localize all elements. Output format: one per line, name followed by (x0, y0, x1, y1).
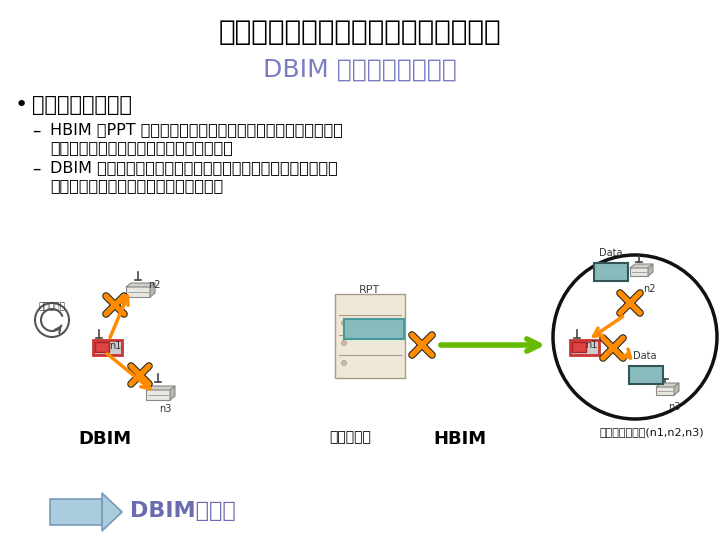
Circle shape (341, 341, 346, 346)
Polygon shape (102, 493, 122, 531)
Text: n1: n1 (109, 341, 121, 351)
Polygon shape (656, 383, 679, 387)
FancyBboxPatch shape (92, 340, 122, 354)
Circle shape (341, 361, 346, 366)
Text: 参考ご意見と論文修正箇所について２: 参考ご意見と論文修正箇所について２ (219, 18, 501, 46)
Text: ケットロスが生じても推論の継続は可能: ケットロスが生じても推論の継続は可能 (50, 178, 223, 193)
FancyBboxPatch shape (630, 267, 648, 276)
FancyBboxPatch shape (656, 386, 674, 395)
Text: –: – (32, 122, 40, 140)
Polygon shape (648, 264, 653, 276)
FancyBboxPatch shape (594, 263, 628, 281)
Polygon shape (150, 283, 155, 297)
Text: DBIM との比較について: DBIM との比較について (263, 58, 457, 82)
Text: パケットロス耐性: パケットロス耐性 (32, 95, 132, 115)
Text: n1,n2,n3: n1,n2,n3 (348, 322, 400, 335)
Text: n3: n3 (159, 404, 171, 414)
Text: DBIM: DBIM (78, 430, 132, 448)
FancyBboxPatch shape (344, 319, 404, 339)
FancyBboxPatch shape (629, 366, 663, 384)
Text: n2: n2 (148, 280, 161, 290)
Polygon shape (170, 386, 175, 400)
Text: 基幹サーバ: 基幹サーバ (329, 430, 371, 444)
Text: n3: n3 (639, 370, 653, 380)
Text: –: – (32, 160, 40, 178)
Text: n3: n3 (668, 402, 680, 412)
FancyBboxPatch shape (572, 342, 586, 352)
Text: n1: n1 (585, 340, 598, 350)
Text: RPT: RPT (359, 285, 381, 295)
Text: DBIMが優位: DBIMが優位 (130, 501, 235, 521)
Text: HBIM: HBIM (433, 430, 487, 448)
Text: Data: Data (599, 248, 623, 258)
Polygon shape (126, 283, 155, 287)
FancyBboxPatch shape (126, 286, 150, 297)
FancyBboxPatch shape (95, 342, 109, 352)
Text: ノードグループ(n1,n2,n3): ノードグループ(n1,n2,n3) (600, 427, 704, 437)
Text: •: • (15, 95, 28, 115)
FancyBboxPatch shape (335, 294, 405, 378)
Text: DBIM は、センサノード内でベイズ推論の計算を行うため、パ: DBIM は、センサノード内でベイズ推論の計算を行うため、パ (50, 160, 338, 175)
Polygon shape (630, 264, 653, 268)
FancyBboxPatch shape (570, 340, 598, 354)
Polygon shape (674, 383, 679, 395)
Text: n2: n2 (643, 284, 655, 294)
Text: HBIM はPPT 配送時のロスやデータ収集時のロスによりコン: HBIM はPPT 配送時のロスやデータ収集時のロスによりコン (50, 122, 343, 137)
Text: テキストの検出が不可能になることがある: テキストの検出が不可能になることがある (50, 140, 233, 155)
Text: Data: Data (634, 351, 657, 361)
Circle shape (341, 321, 346, 326)
Polygon shape (146, 386, 175, 390)
Text: ベイズ推論: ベイズ推論 (39, 302, 66, 311)
FancyBboxPatch shape (146, 389, 170, 400)
Text: n2: n2 (604, 267, 618, 277)
FancyBboxPatch shape (50, 499, 102, 525)
